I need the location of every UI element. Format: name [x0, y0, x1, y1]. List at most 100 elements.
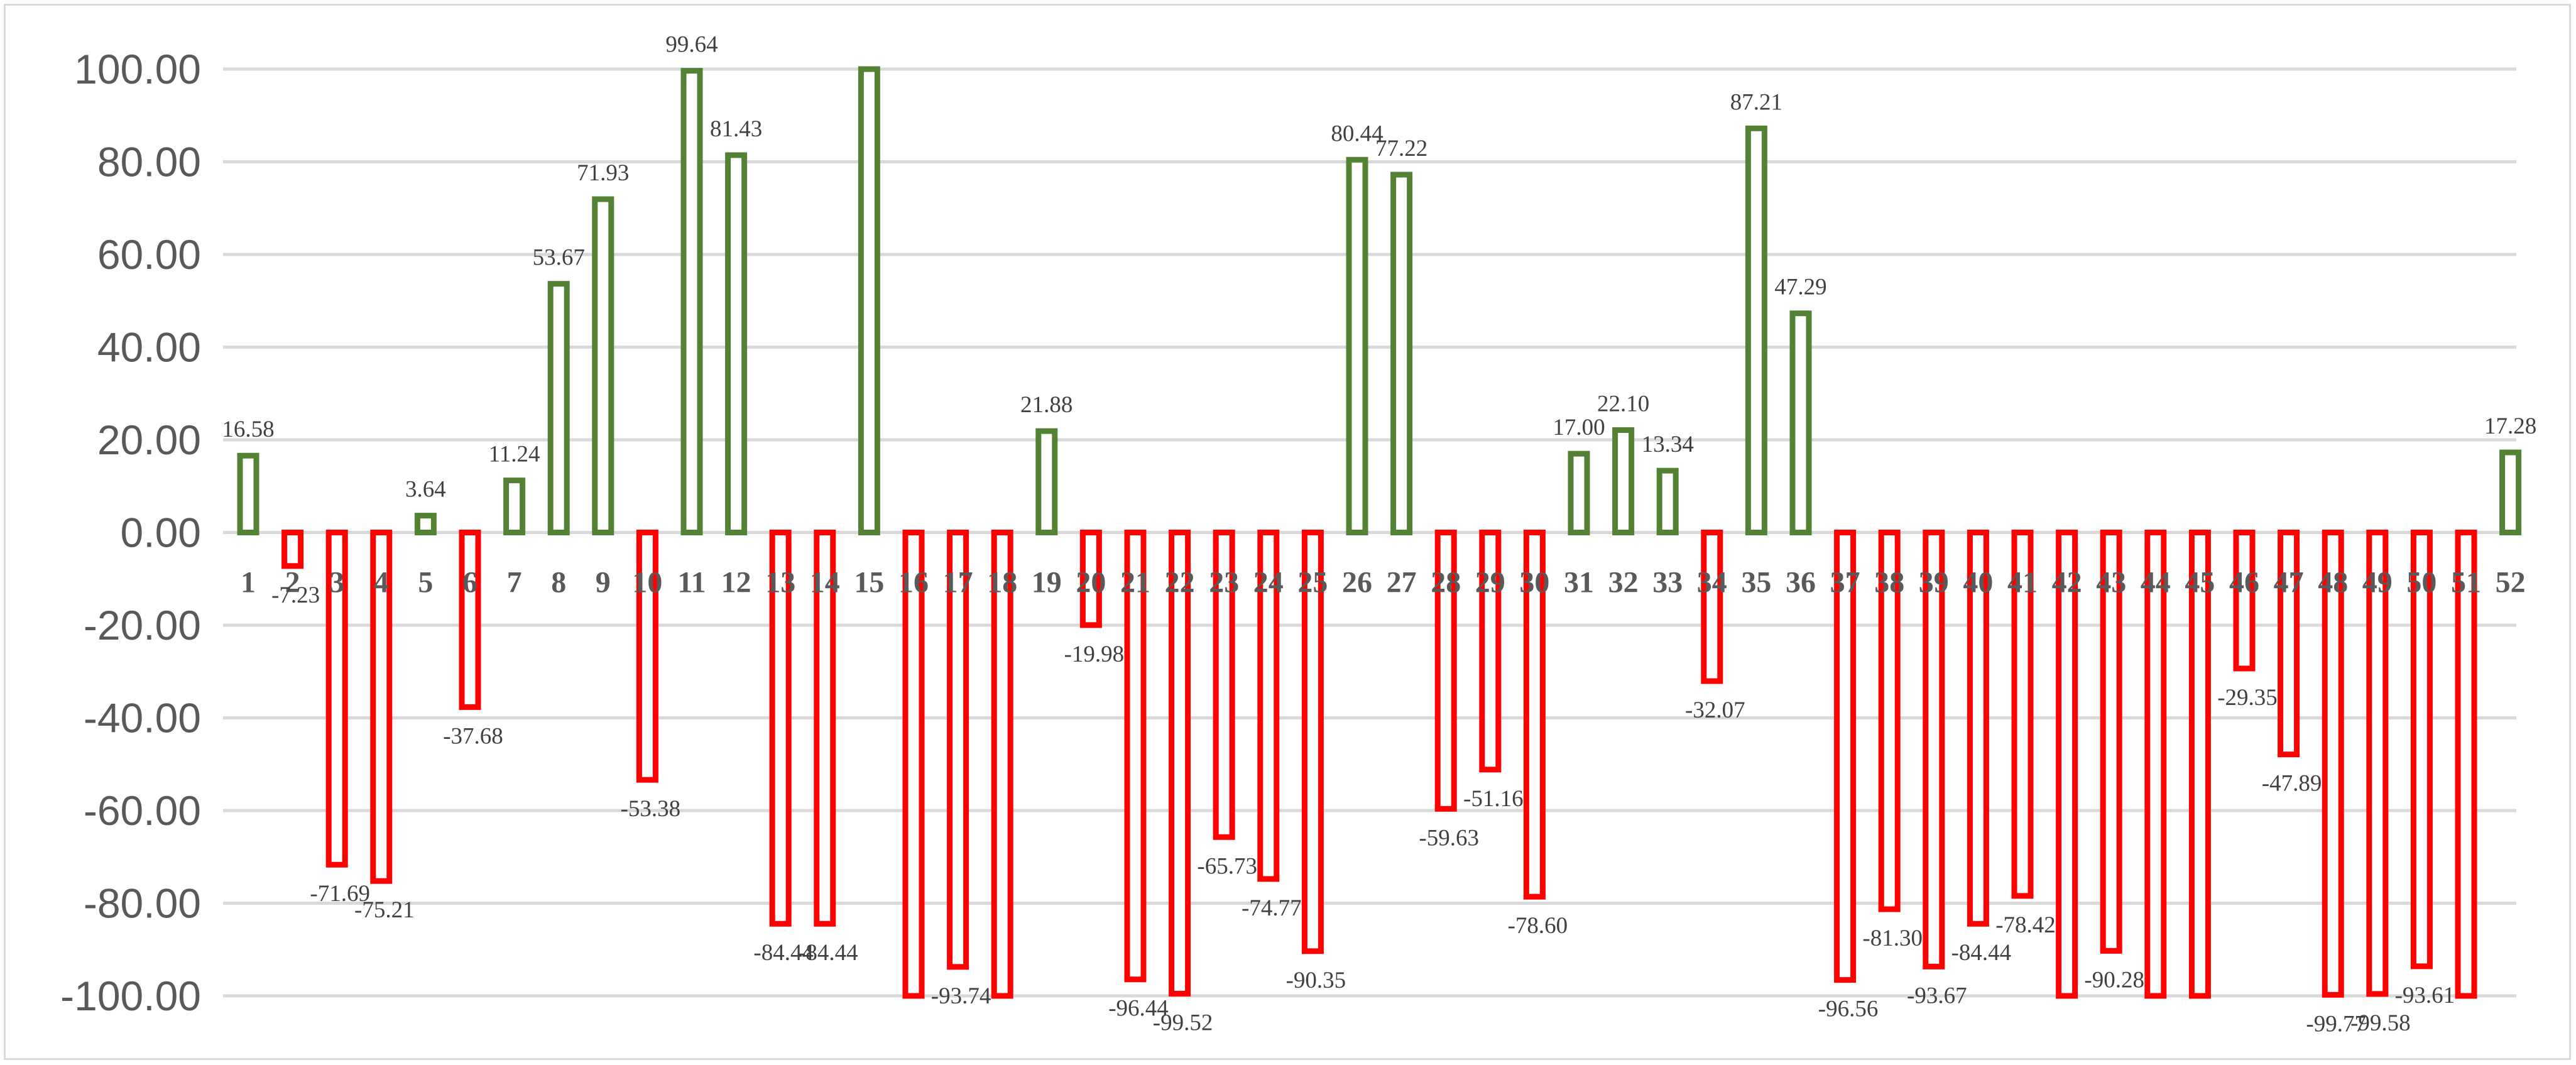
bar [2011, 530, 2034, 899]
data-label: -59.63 [1419, 825, 1479, 851]
bar [1079, 530, 1102, 628]
data-label: -99.77 [2306, 1011, 2366, 1037]
data-label: 17.00 [1553, 415, 1605, 440]
x-tick-label: 12 [721, 566, 751, 599]
x-tick-label: 18 [987, 566, 1017, 599]
bar [1656, 467, 1679, 535]
data-label: -93.67 [1907, 983, 1967, 1008]
y-tick-label: -80.00 [84, 880, 201, 927]
bar [1967, 530, 1989, 927]
bar [1479, 530, 1502, 773]
data-label: -29.35 [2217, 685, 2278, 711]
x-tick-label: 4 [374, 566, 389, 599]
bar [725, 152, 748, 536]
y-tick-label: -100.00 [60, 973, 201, 1019]
data-label: 87.21 [1730, 89, 1782, 115]
data-label: 99.64 [665, 32, 718, 58]
x-axis-ticks: 1 2 3 4 5 6 7 8 9 10 11 12 13 14 15 16 17 18 19 20 21 22 23 24 2… [241, 566, 2526, 599]
x-tick-label: 50 [2406, 566, 2437, 599]
data-label: 77.22 [1375, 136, 1427, 161]
x-tick-label: 9 [596, 566, 611, 599]
x-tick-label: 29 [1475, 566, 1505, 599]
data-label: -65.73 [1197, 853, 1257, 879]
bar [1434, 530, 1457, 812]
data-label: -93.74 [931, 983, 991, 1009]
data-labels: 16.58 -7.23 -71.69-75.21 3.64 -37.68 11.24 53.… [222, 32, 2536, 1037]
x-tick-label: 48 [2318, 566, 2348, 599]
data-label: -84.44 [798, 940, 858, 966]
x-tick-label: 39 [1919, 566, 1949, 599]
bar [2455, 530, 2477, 999]
y-tick-label: 80.00 [97, 139, 201, 185]
x-tick-label: 33 [1652, 566, 1683, 599]
x-tick-label: 1 [241, 566, 256, 599]
x-tick-label: 34 [1697, 566, 1727, 599]
x-tick-label: 10 [632, 566, 662, 599]
x-tick-label: 31 [1564, 566, 1594, 599]
x-tick-label: 15 [854, 566, 884, 599]
bar [1346, 156, 1368, 535]
data-label: 53.67 [533, 245, 585, 271]
bar [2366, 530, 2389, 997]
data-label: 3.64 [405, 477, 446, 503]
x-tick-label: 42 [2052, 566, 2082, 599]
y-axis-ticks: 100.00 80.00 60.00 40.00 20.00 0.00 -20.00 -40.… [60, 46, 201, 1019]
data-label: -37.68 [443, 723, 503, 749]
bar [991, 530, 1013, 999]
data-label: 81.43 [710, 116, 762, 142]
data-label: -96.44 [1108, 996, 1169, 1022]
x-tick-label: 19 [1032, 566, 1062, 599]
y-tick-label: 60.00 [97, 231, 201, 278]
y-tick-label: 100.00 [74, 46, 201, 92]
x-tick-label: 40 [1963, 566, 1993, 599]
bars [237, 66, 2522, 999]
bar [769, 530, 792, 927]
bar [1523, 530, 1546, 900]
data-label: -78.60 [1508, 913, 1568, 939]
bar [947, 530, 969, 970]
data-label: -90.28 [2084, 967, 2144, 993]
data-label: -53.38 [621, 796, 681, 822]
x-tick-label: 52 [2496, 566, 2526, 599]
x-tick-label: 2 [285, 566, 300, 599]
bar [1568, 451, 1590, 535]
bar [1612, 427, 1635, 536]
bar [503, 478, 526, 535]
x-tick-label: 22 [1165, 566, 1195, 599]
x-tick-label: 38 [1874, 566, 1904, 599]
x-tick-label: 3 [329, 566, 344, 599]
bar [636, 530, 658, 783]
bar [459, 530, 481, 710]
x-tick-label: 51 [2451, 566, 2481, 599]
y-tick-label: 0.00 [121, 510, 201, 556]
bar [1213, 530, 1235, 840]
data-label: 80.44 [1331, 121, 1383, 146]
data-label: 16.58 [222, 417, 274, 442]
x-tick-label: 47 [2274, 566, 2304, 599]
data-label: -74.77 [1242, 895, 1302, 921]
x-tick-label: 5 [418, 566, 433, 599]
data-label: 71.93 [577, 160, 629, 186]
bar [592, 196, 614, 535]
x-tick-label: 44 [2141, 566, 2171, 599]
bar [1789, 310, 1812, 535]
data-label: -81.30 [1862, 926, 1923, 951]
x-tick-label: 32 [1608, 566, 1639, 599]
data-label: -93.61 [2395, 983, 2455, 1008]
bar [2144, 530, 2167, 999]
data-label: -99.58 [2350, 1010, 2411, 1036]
bar [547, 281, 570, 535]
x-tick-label: 13 [765, 566, 795, 599]
x-tick-label: 46 [2229, 566, 2259, 599]
bar [858, 66, 880, 535]
data-label: -84.44 [1951, 940, 2012, 966]
x-tick-label: 45 [2185, 566, 2215, 599]
bar [2499, 449, 2522, 535]
x-tick-label: 41 [2007, 566, 2038, 599]
x-tick-label: 7 [507, 566, 522, 599]
x-tick-label: 8 [551, 566, 566, 599]
bar [1878, 530, 1901, 912]
data-label: -47.89 [2262, 771, 2322, 797]
data-label: -90.35 [1286, 968, 1346, 993]
